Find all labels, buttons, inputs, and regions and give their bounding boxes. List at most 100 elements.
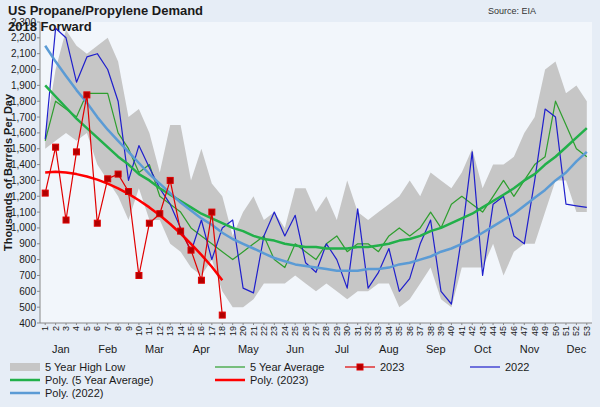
month-label: Jan [52,343,70,355]
legend-label: Poly. (2022) [45,387,104,399]
data-group [42,28,587,318]
y-tick-label: 2,300 [11,17,36,28]
x-tick-label: 24 [280,326,290,336]
month-label: Aug [379,343,399,355]
legend-marker [357,364,363,370]
y-tick-label: 1,000 [11,222,36,233]
trend-line [45,46,587,271]
month-label: Sep [426,343,446,355]
month-label: Dec [567,343,587,355]
legend-swatch [470,366,500,367]
legend-swatch [215,366,245,367]
legend: 5 Year High Low5 Year Average20232022Pol… [10,361,529,399]
x-tick-label: 15 [186,326,196,336]
month-label: Jun [286,343,304,355]
x-tick-label: 34 [384,326,394,336]
x-tick-label: 17 [207,326,217,336]
x-tick-label: 45 [498,326,508,336]
marker [53,144,59,150]
x-tick-label: 3 [61,326,71,331]
x-tick-label: 20 [238,326,248,336]
x-tick-label: 35 [394,326,404,336]
x-tick-label: 8 [113,326,123,331]
x-tick-label: 6 [92,326,102,331]
x-tick-label: 14 [176,326,186,336]
x-tick-label: 9 [124,326,134,331]
x-tick-label: 41 [457,326,467,336]
background [0,0,600,407]
legend-label: 2022 [505,361,529,373]
y-tick-label: 800 [19,254,36,265]
month-label: Oct [474,343,491,355]
x-tick-label: 32 [363,326,373,336]
x-tick-label: 4 [71,326,81,331]
x-tick-label: 1 [40,326,50,331]
x-tick-label: 5 [82,326,92,331]
legend-label: Poly. (2023) [250,374,309,386]
legend-label: 5 Year High Low [45,361,125,373]
marker [73,149,79,155]
y-tick-label: 2,000 [11,64,36,75]
x-tick-label: 46 [509,326,519,336]
x-tick-label: 50 [551,326,561,336]
legend-label: 5 Year Average [250,361,324,373]
y-tick-label: 1,200 [11,191,36,202]
x-tick-label: 48 [530,326,540,336]
y-tick-label: 1,400 [11,159,36,170]
x-tick-label: 37 [415,326,425,336]
y-tick-label: 1,300 [11,175,36,186]
month-label: Mar [145,343,164,355]
title: US Propane/Propylene Demand [8,3,203,18]
x-tick-label: 33 [373,326,383,336]
x-tick-label: 47 [519,326,529,336]
month-label: Feb [98,343,117,355]
marker [105,176,111,182]
x-tick-label: 22 [259,326,269,336]
marker [42,190,48,196]
marker [157,211,163,217]
marker [146,220,152,226]
x-tick-label: 13 [165,326,175,336]
legend-swatch [10,392,40,395]
y-tick-label: 500 [19,302,36,313]
x-tick-label: 2 [51,326,61,331]
y-tick-label: 2,200 [11,32,36,43]
legend-swatch [215,379,245,382]
marker [188,247,194,253]
marker [136,272,142,278]
plot-area [40,22,592,323]
y-tick-label: 700 [19,270,36,281]
y-tick-label: 600 [19,286,36,297]
x-tick-label: 28 [321,326,331,336]
x-tick-label: 30 [342,326,352,336]
x-tick-label: 36 [405,326,415,336]
x-tick-label: 52 [571,326,581,336]
x-tick-label: 16 [196,326,206,336]
month-label: Apr [193,343,210,355]
x-tick-label: 40 [446,326,456,336]
y-tick-label: 1,700 [11,112,36,123]
x-tick-label: 42 [467,326,477,336]
x-tick-label: 27 [311,326,321,336]
marker [198,277,204,283]
x-tick-label: 18 [217,326,227,336]
x-axis [40,323,592,324]
x-tick-label: 25 [290,326,300,336]
x-tick-label: 51 [561,326,571,336]
x-tick-label: 23 [269,326,279,336]
month-label: Jul [335,343,349,355]
legend-swatch [10,363,40,371]
x-tick-label: 26 [301,326,311,336]
x-tick-label: 12 [155,326,165,336]
annotation: Source: EIA [488,6,536,16]
month-label: May [238,343,259,355]
marker [209,209,215,215]
x-tick-label: 29 [332,326,342,336]
y-tick-label: 2,100 [11,48,36,59]
x-tick-label: 19 [228,326,238,336]
marker [84,92,90,98]
series-line [45,28,587,304]
marker [94,220,100,226]
y-tick-label: 900 [19,238,36,249]
marker [167,177,173,183]
